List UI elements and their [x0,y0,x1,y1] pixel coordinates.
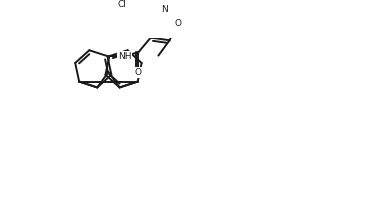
Text: O: O [135,68,142,77]
Text: N: N [161,5,167,14]
Text: NH: NH [118,52,132,61]
Text: Cl: Cl [117,0,126,9]
Text: O: O [174,19,181,28]
